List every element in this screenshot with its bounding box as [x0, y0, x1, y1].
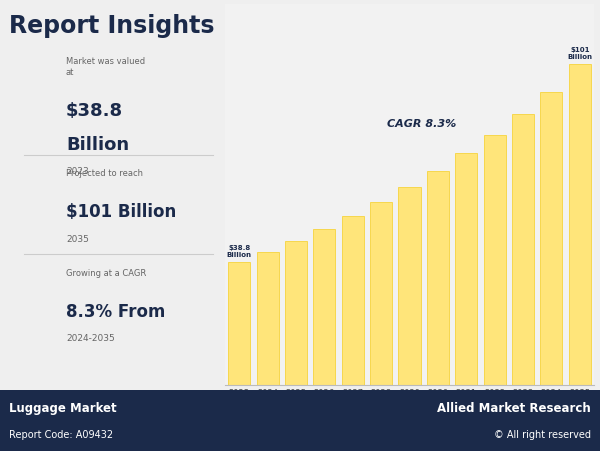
- Bar: [398, 188, 421, 386]
- Text: $38.8
Billion: $38.8 Billion: [227, 244, 251, 258]
- Text: Report Insights: Report Insights: [9, 14, 215, 37]
- Bar: [285, 241, 307, 386]
- Bar: [341, 216, 364, 386]
- Text: 2024-2035: 2024-2035: [66, 334, 115, 343]
- Bar: [370, 202, 392, 386]
- Bar: [313, 230, 335, 386]
- Text: Projected to reach: Projected to reach: [66, 169, 143, 178]
- Text: Report Code: A09432: Report Code: A09432: [9, 429, 113, 439]
- Bar: [257, 252, 278, 386]
- Text: Allied Market Research: Allied Market Research: [437, 400, 591, 414]
- Text: Luggage Market: Luggage Market: [9, 400, 116, 414]
- Bar: [541, 92, 562, 386]
- Text: $101
Billion: $101 Billion: [568, 47, 592, 60]
- Bar: [484, 135, 506, 386]
- Bar: [228, 262, 250, 386]
- Bar: [512, 115, 534, 386]
- Text: $38.8: $38.8: [66, 101, 123, 120]
- Text: 2023: 2023: [66, 167, 89, 176]
- Text: Growing at a CAGR: Growing at a CAGR: [66, 268, 146, 277]
- Text: 2035: 2035: [66, 235, 89, 244]
- Text: Billion: Billion: [66, 135, 129, 153]
- Text: 8.3% From: 8.3% From: [66, 302, 166, 320]
- Bar: [427, 171, 449, 386]
- Text: Market was valued
at: Market was valued at: [66, 56, 145, 76]
- Bar: [455, 154, 478, 386]
- Text: CAGR 8.3%: CAGR 8.3%: [388, 119, 457, 129]
- Bar: [569, 65, 591, 386]
- Text: $101 Billion: $101 Billion: [66, 203, 176, 221]
- Text: © All right reserved: © All right reserved: [494, 429, 591, 439]
